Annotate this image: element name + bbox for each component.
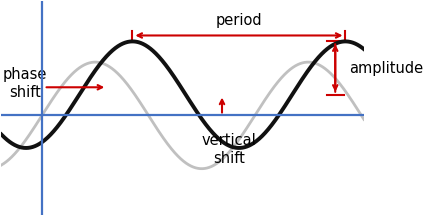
Text: phase
shift: phase shift — [3, 67, 47, 100]
Text: vertical
shift: vertical shift — [201, 133, 256, 165]
Text: period: period — [215, 13, 262, 28]
Text: amplitude: amplitude — [349, 60, 423, 76]
